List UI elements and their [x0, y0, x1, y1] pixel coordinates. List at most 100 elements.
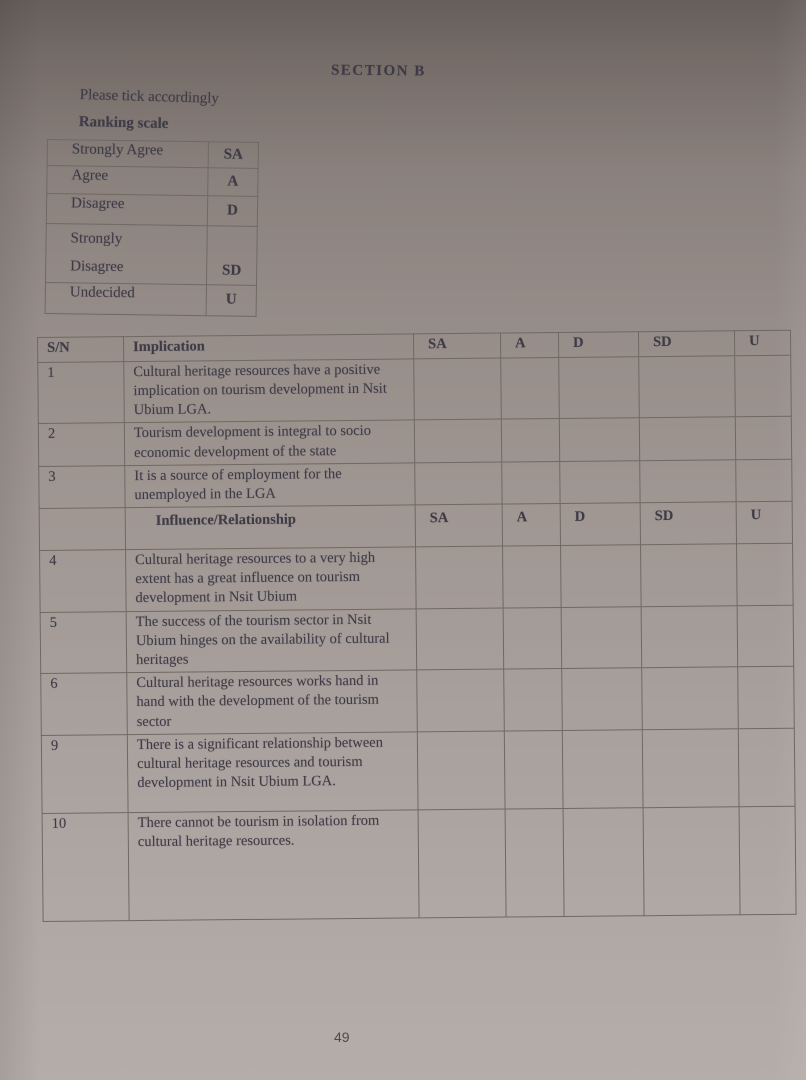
tick-cell-sd [640, 543, 738, 607]
survey-row-1: 1 Cultural heritage resources have a pos… [37, 355, 792, 424]
statement: It is a source of employment for the une… [124, 462, 416, 508]
option-header-u: U [736, 501, 793, 544]
tick-cell-d [559, 418, 640, 462]
option-header-sa: SA [415, 503, 503, 547]
option-header-d: D [558, 331, 639, 358]
tick-cell-sa [414, 461, 503, 505]
ranking-scale-heading: Ranking scale [78, 114, 169, 133]
tick-cell-sa [418, 808, 507, 918]
statement: The success of the tourism sector in Nsi… [126, 608, 417, 673]
tick-cell-u [736, 543, 794, 606]
tick-cell-d [560, 544, 642, 608]
tick-cell-a [505, 808, 565, 917]
tick-cell-sd [639, 417, 736, 461]
sn-header: S/N [37, 336, 124, 363]
tick-cell-u [737, 666, 795, 729]
tick-cell-u [735, 458, 793, 502]
row-number: 3 [38, 465, 126, 509]
ranking-scale-table: Strongly Agree SA Agree A Disagree D Str… [45, 139, 259, 316]
option-header-sd: SD [640, 501, 737, 545]
row-number: 9 [41, 734, 129, 814]
tick-cell-sd [641, 605, 738, 668]
survey-row-6: 6 Cultural heritage resources works hand… [40, 666, 795, 736]
ranking-label: Disagree [46, 193, 208, 226]
empty-sn-cell [39, 507, 126, 551]
tick-cell-sa [416, 669, 505, 732]
survey-row-2: 2 Tourism development is integral to soc… [38, 416, 792, 467]
tick-cell-a [500, 357, 560, 420]
tick-cell-d [558, 356, 640, 419]
tick-cell-sa [417, 730, 506, 810]
tick-cell-sd [639, 459, 737, 503]
tick-cell-d [563, 807, 645, 917]
tick-cell-a [503, 607, 562, 670]
influence-relationship-header: Influence/Relationship [125, 504, 416, 550]
tick-cell-d [561, 667, 643, 731]
survey-subheader-row: Influence/Relationship SA A D SD U [39, 501, 793, 551]
option-header-d: D [560, 502, 641, 546]
statement: Tourism development is integral to socio… [124, 420, 415, 466]
tick-cell-sd [641, 667, 739, 730]
tick-cell-u [739, 805, 797, 915]
instruction-text: Please tick accordingly [79, 87, 220, 107]
ranking-row-strongly-agree: Strongly Agree SA [47, 139, 259, 169]
row-number: 6 [40, 672, 128, 736]
tick-cell-sd [643, 806, 741, 916]
row-number: 5 [40, 611, 127, 674]
tick-cell-a [503, 668, 563, 731]
tick-cell-u [734, 355, 792, 418]
ranking-code: A [207, 167, 259, 197]
section-title: SECTION B [330, 62, 426, 80]
row-number: 1 [37, 361, 125, 424]
option-header-sa: SA [413, 333, 501, 359]
tick-cell-d [562, 729, 644, 809]
row-number: 4 [39, 549, 127, 613]
survey-row-4: 4 Cultural heritage resources to a very … [39, 543, 794, 613]
statement: There is a significant relationship betw… [127, 731, 419, 813]
tick-cell-sa [416, 607, 504, 671]
tick-cell-a [504, 730, 564, 809]
tick-cell-sa [414, 419, 502, 463]
ranking-row-strongly-disagree: Strongly Disagree SD [45, 223, 258, 285]
survey-table: S/N Implication SA A D SD U 1 Cultural h… [37, 330, 797, 922]
ranking-row-agree: Agree A [46, 165, 259, 197]
tick-cell-u [735, 416, 792, 460]
ranking-row-undecided: Undecided U [45, 281, 257, 316]
tick-cell-u [737, 605, 794, 668]
tick-cell-d [559, 460, 641, 504]
statement: Cultural heritage resources to a very hi… [125, 546, 417, 612]
option-header-a: A [502, 503, 561, 546]
ranking-label: Strongly Agree [47, 139, 209, 168]
ranking-label: Undecided [45, 281, 207, 316]
survey-row-3: 3 It is a source of employment for the u… [38, 458, 793, 509]
survey-row-5: 5 The success of the tourism sector in N… [40, 605, 794, 674]
ranking-label: Strongly Disagree [45, 223, 208, 285]
tick-cell-sd [638, 355, 736, 419]
option-header-sd: SD [638, 330, 735, 357]
option-header-u: U [734, 330, 791, 356]
ranking-code: SD [206, 225, 258, 285]
row-number: 2 [38, 423, 125, 467]
row-number: 10 [42, 812, 130, 922]
option-header-a: A [500, 332, 559, 359]
ranking-code: D [207, 195, 258, 227]
tick-cell-a [501, 418, 560, 462]
statement: Cultural heritage resources have a posit… [123, 358, 415, 424]
page-number: 49 [334, 1029, 350, 1045]
tick-cell-a [501, 461, 561, 504]
ranking-row-disagree: Disagree D [46, 193, 258, 227]
tick-cell-a [502, 545, 562, 608]
tick-cell-sa [415, 545, 504, 609]
ranking-label: Agree [46, 165, 209, 196]
survey-row-10: 10 There cannot be tourism in isolation … [42, 805, 797, 922]
survey-row-9: 9 There is a significant relationship be… [41, 727, 796, 814]
statement: Cultural heritage resources works hand i… [126, 670, 418, 735]
tick-cell-sa [413, 358, 502, 421]
implication-header: Implication [123, 333, 414, 362]
ranking-code: U [206, 284, 257, 316]
tick-cell-d [561, 606, 642, 669]
tick-cell-u [738, 727, 796, 807]
tick-cell-sd [642, 728, 740, 808]
ranking-code: SA [208, 141, 259, 169]
